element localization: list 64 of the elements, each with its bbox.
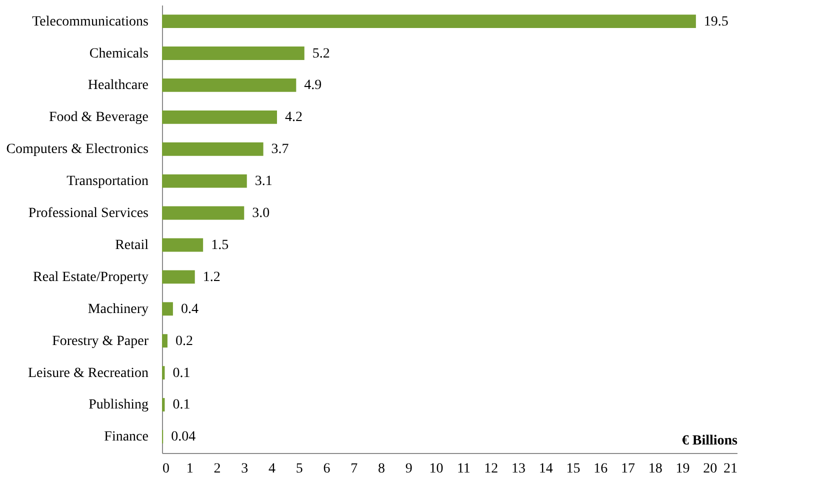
x-tick-label: 1	[186, 462, 194, 476]
x-tick-label: 8	[378, 462, 386, 476]
bar	[162, 398, 165, 412]
bar	[162, 206, 244, 220]
data-label: 0.04	[171, 430, 196, 445]
y-tick-label: Telecommunications	[32, 14, 148, 30]
data-label: 19.5	[704, 14, 728, 30]
data-label: 0.1	[172, 366, 190, 381]
x-tick-label: 13	[511, 462, 526, 476]
data-label: 0.2	[175, 334, 193, 349]
y-tick-label: Computers & Electronics	[6, 142, 148, 158]
x-tick-label: 11	[456, 462, 470, 476]
bar	[162, 78, 296, 92]
y-tick-label: Forestry & Paper	[52, 334, 149, 349]
bar	[162, 334, 168, 348]
x-tick-label: 19	[676, 462, 690, 476]
data-label: 1.2	[202, 270, 220, 285]
x-tick-label: 6	[323, 462, 330, 476]
y-tick-label: Leisure & Recreation	[28, 366, 148, 381]
y-tick-label: Food & Beverage	[48, 110, 148, 126]
x-tick-label: 4	[268, 462, 276, 476]
bar	[162, 238, 204, 252]
y-tick-label: Healthcare	[88, 78, 148, 94]
x-tick-label: 5	[296, 462, 303, 476]
bar	[162, 142, 264, 156]
x-tick-label: 2	[214, 462, 221, 476]
x-tick-label: 16	[594, 462, 608, 476]
x-axis-title: € Billions	[682, 434, 738, 448]
data-label: 3.1	[254, 174, 272, 190]
bar	[162, 110, 277, 124]
x-tick-label: 0	[162, 462, 170, 476]
y-tick-label: Real Estate/Property	[33, 270, 148, 285]
x-tick-label: 7	[350, 462, 358, 476]
x-tick-label: 21	[724, 462, 738, 476]
y-tick-label: Publishing	[88, 398, 148, 413]
y-tick-label: Transportation	[66, 174, 148, 190]
x-tick-label: 3	[241, 462, 248, 476]
data-label: 3.0	[252, 206, 270, 222]
data-label: 5.2	[312, 46, 330, 62]
x-tick-label: 20	[703, 462, 718, 476]
y-tick-label: Professional Services	[28, 206, 148, 222]
bar	[162, 174, 247, 188]
bar	[162, 366, 165, 380]
x-tick-label: 15	[566, 462, 580, 476]
data-label: 0.1	[172, 398, 190, 413]
bar	[162, 270, 195, 284]
bar	[162, 302, 173, 316]
data-label: 4.2	[285, 110, 302, 126]
x-tick-label: 10	[429, 462, 444, 476]
y-tick-label: Retail	[115, 238, 149, 253]
y-tick-label: Machinery	[88, 302, 148, 317]
data-label: 1.5	[211, 238, 229, 253]
x-tick-label: 9	[405, 462, 412, 476]
data-label: 3.7	[271, 142, 289, 158]
x-tick-label: 17	[620, 462, 635, 476]
y-tick-label: Chemicals	[89, 46, 148, 62]
bar	[162, 46, 304, 60]
x-tick-label: 12	[484, 462, 498, 476]
data-label: 0.4	[180, 302, 198, 317]
data-label: 4.9	[304, 78, 322, 94]
y-tick-label: Finance	[104, 430, 148, 445]
bar	[162, 14, 696, 28]
x-tick-label: 14	[538, 462, 553, 476]
x-tick-label: 18	[648, 462, 662, 476]
